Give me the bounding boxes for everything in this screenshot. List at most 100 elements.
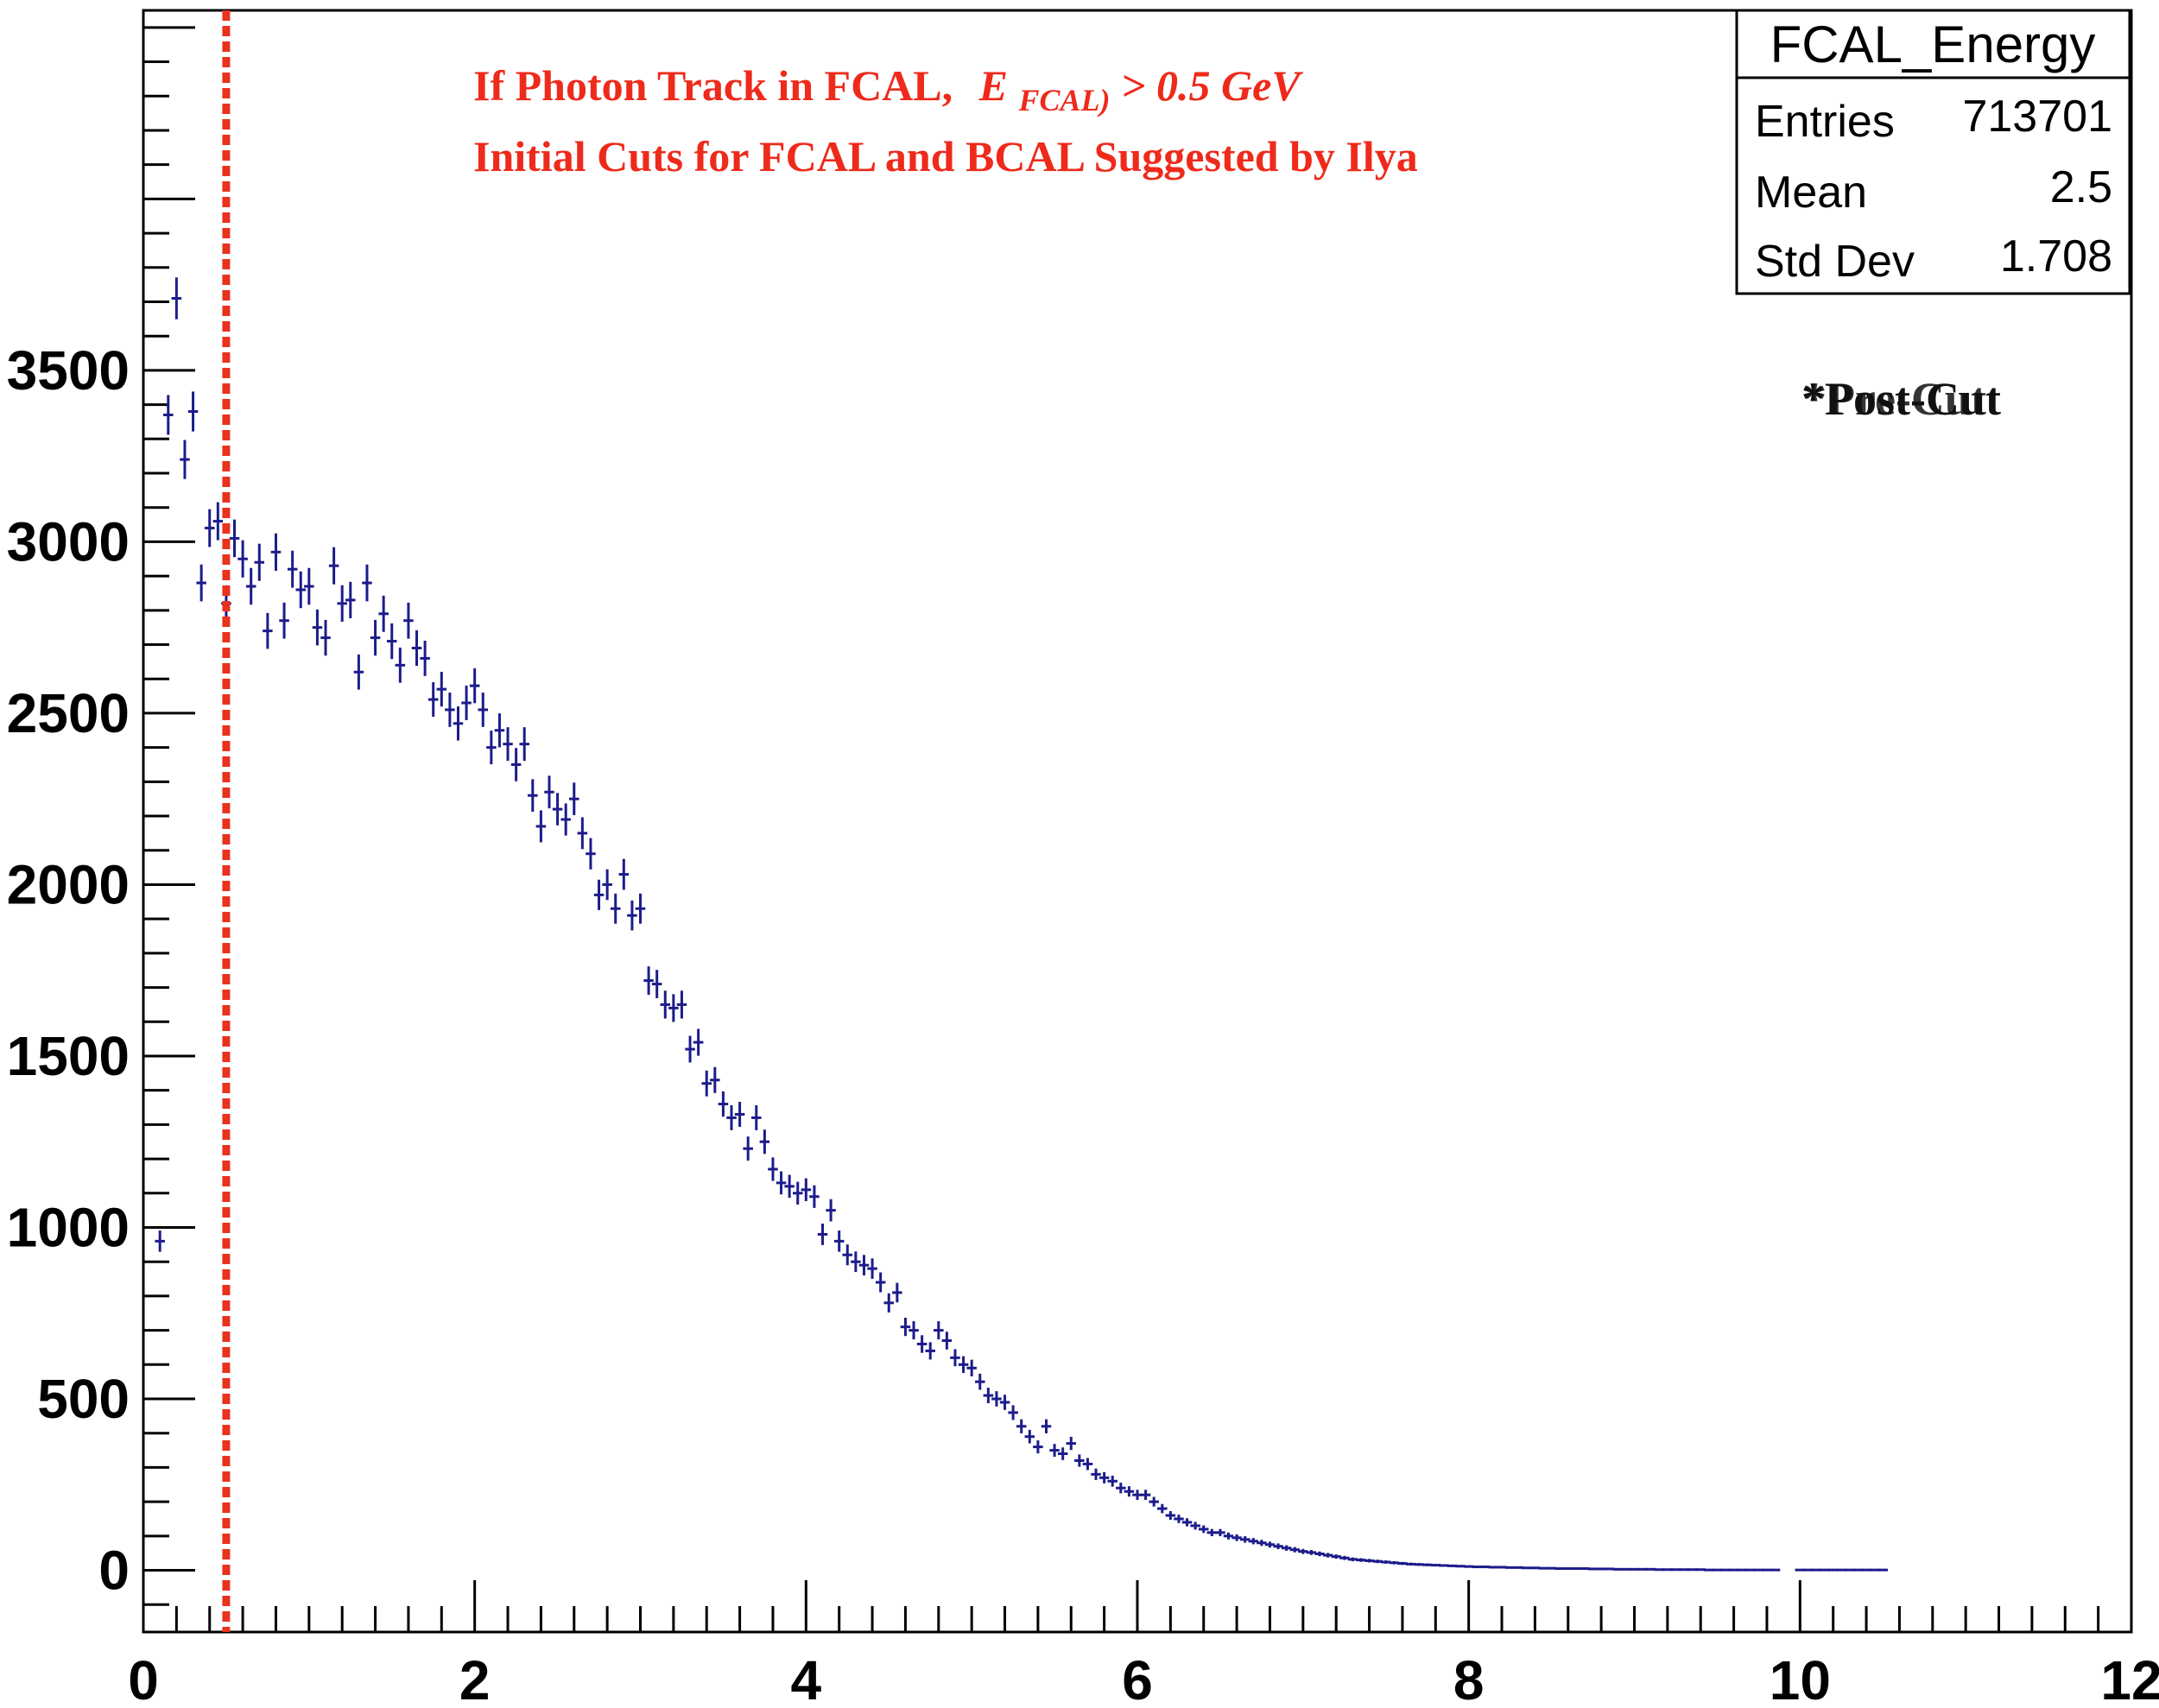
data-point <box>925 1342 935 1360</box>
overlay-label-post-cut: *Post-Cut <box>1801 373 2001 425</box>
data-point <box>809 1185 820 1208</box>
data-point <box>445 693 455 727</box>
data-point <box>196 564 206 602</box>
data-point <box>1439 1564 1449 1567</box>
data-point <box>975 1373 985 1390</box>
stats-box: FCAL_Energy Entries 713701 Mean 2.5 Std … <box>1735 9 2131 295</box>
data-point <box>1074 1454 1085 1467</box>
stats-stddev-value: 1.708 <box>2000 231 2112 282</box>
data-point <box>577 817 588 850</box>
data-point <box>1082 1458 1093 1471</box>
data-point <box>245 567 256 605</box>
data-point <box>362 564 372 602</box>
data-point <box>776 1171 787 1195</box>
y-tick-label: 0 <box>98 1540 130 1602</box>
x-tick-label: 4 <box>791 1649 822 1708</box>
data-point <box>668 994 679 1022</box>
data-point <box>833 1230 845 1252</box>
data-point <box>1322 1553 1333 1558</box>
data-point <box>909 1321 919 1340</box>
data-point <box>345 581 356 619</box>
data-point <box>370 619 381 656</box>
data-point <box>842 1244 853 1266</box>
data-point <box>1008 1405 1018 1420</box>
data-point <box>1331 1554 1341 1559</box>
data-point <box>941 1332 953 1350</box>
data-point <box>966 1359 977 1376</box>
data-point <box>1289 1547 1300 1553</box>
data-point <box>627 900 637 931</box>
data-point <box>586 838 596 870</box>
data-point <box>1057 1447 1068 1460</box>
data-point <box>328 547 339 585</box>
data-point <box>1124 1486 1135 1497</box>
data-point <box>701 1070 712 1097</box>
data-point <box>726 1105 737 1130</box>
data-point <box>851 1251 861 1273</box>
data-point <box>386 623 397 660</box>
data-point <box>602 869 612 901</box>
data-point <box>1215 1528 1225 1537</box>
data-point <box>1852 1568 1864 1572</box>
annotation-line1-threshold: > 0.5 GeV <box>1121 61 1303 110</box>
data-point <box>892 1282 902 1303</box>
data-point <box>693 1028 704 1056</box>
data-point <box>1248 1538 1259 1545</box>
data-point <box>867 1258 877 1279</box>
data-point <box>478 693 489 727</box>
data-point <box>883 1293 895 1313</box>
x-tick-label: 2 <box>459 1649 491 1708</box>
data-point <box>304 567 314 605</box>
data-point <box>1091 1468 1101 1481</box>
data-point <box>1181 1518 1193 1527</box>
data-point <box>1157 1503 1168 1514</box>
data-point <box>858 1255 870 1276</box>
data-point <box>676 990 687 1019</box>
data-point <box>1770 1568 1781 1572</box>
y-tick-label: 1000 <box>7 1196 130 1258</box>
data-point <box>1264 1541 1276 1548</box>
data-point <box>187 391 199 432</box>
data-point <box>1281 1545 1292 1551</box>
data-point <box>295 571 306 609</box>
data-point <box>958 1356 969 1374</box>
data-point <box>1273 1543 1283 1550</box>
data-point <box>635 893 646 924</box>
data-point <box>1116 1483 1126 1494</box>
data-point <box>610 893 621 924</box>
data-point <box>1066 1436 1077 1451</box>
stats-entries-value: 713701 <box>1962 92 2112 142</box>
data-point <box>916 1335 928 1353</box>
x-tick-label: 6 <box>1122 1649 1153 1708</box>
data-point <box>337 585 347 622</box>
data-point <box>1140 1490 1151 1501</box>
data-point <box>1165 1510 1176 1521</box>
data-point <box>1820 1568 1830 1572</box>
x-tick-label: 12 <box>2100 1649 2159 1708</box>
data-point <box>263 612 273 649</box>
y-tick-label: 1500 <box>7 1025 130 1087</box>
data-point <box>1306 1550 1317 1555</box>
data-point <box>1687 1568 1698 1572</box>
data-point <box>180 440 190 479</box>
data-point <box>801 1178 812 1202</box>
data-point <box>212 502 224 541</box>
data-point <box>163 395 174 435</box>
y-tick-label: 3000 <box>7 510 130 572</box>
data-point <box>1174 1515 1184 1523</box>
data-point <box>155 1230 165 1252</box>
data-point <box>593 879 605 910</box>
x-tick-label: 10 <box>1770 1649 1831 1708</box>
data-point <box>204 509 215 547</box>
data-point <box>395 647 406 683</box>
data-point <box>453 706 464 741</box>
y-tick-label: 2000 <box>7 853 130 915</box>
data-point <box>710 1066 720 1093</box>
data-point <box>427 682 439 718</box>
y-tick-label: 2500 <box>7 682 130 744</box>
data-point <box>618 858 630 890</box>
data-point <box>743 1136 753 1161</box>
data-point <box>420 640 430 676</box>
data-point <box>784 1174 795 1199</box>
stats-box-frame <box>1735 9 2131 295</box>
